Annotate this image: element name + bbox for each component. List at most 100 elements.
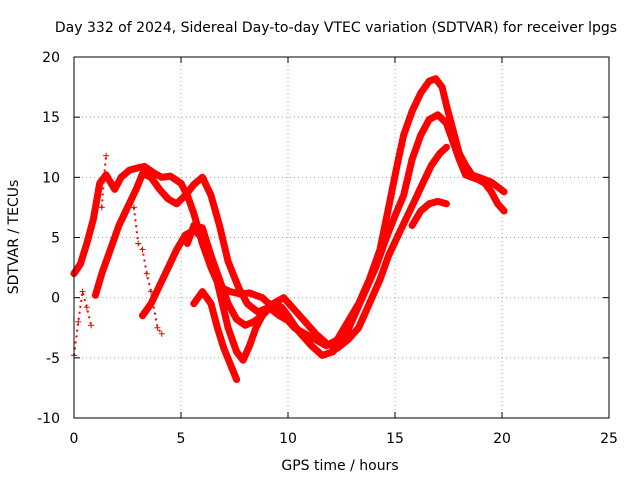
- series-3-point: [297, 330, 304, 337]
- series-0-point: [178, 180, 184, 187]
- x-tick-label: 25: [600, 431, 618, 447]
- series-0-point: [190, 210, 197, 217]
- series-1-point: [133, 186, 140, 193]
- series-1-point: [308, 342, 315, 349]
- series-1-point: [319, 352, 326, 359]
- series-0-point: [494, 183, 501, 190]
- y-tick-label: 15: [42, 110, 60, 126]
- series-3-point: [285, 312, 291, 319]
- series-5-point: [409, 222, 416, 229]
- series-1-point: [207, 192, 214, 199]
- series-0-point: [90, 216, 97, 223]
- series-2-point: [173, 246, 180, 253]
- series-1-point: [156, 186, 163, 193]
- series-1-point: [216, 222, 223, 229]
- series-0-point: [501, 188, 508, 195]
- series-0-point: [426, 78, 433, 85]
- series-0-point: [385, 204, 392, 211]
- series-1-point: [182, 192, 189, 199]
- series-2-point: [411, 198, 418, 205]
- series-4-point: [207, 300, 214, 307]
- series-1-point: [443, 120, 450, 127]
- series-3-point: [252, 324, 259, 331]
- series-8-point: [98, 204, 105, 211]
- x-tick-label: 15: [386, 431, 404, 447]
- x-tick-label: 0: [70, 431, 79, 447]
- series-0-point: [141, 163, 148, 170]
- series-0-point: [439, 84, 446, 91]
- series-2-point: [291, 306, 298, 313]
- series-0-point: [409, 108, 416, 115]
- series-2-point: [436, 150, 443, 157]
- series-2-point: [428, 162, 435, 169]
- series-5-point: [443, 200, 450, 207]
- series-0-point: [83, 240, 90, 247]
- series-1-point: [426, 116, 433, 123]
- series-1-point: [124, 204, 131, 211]
- y-tick-label: 20: [42, 50, 60, 66]
- series-4-point: [220, 345, 227, 352]
- series-6-point: [79, 288, 86, 295]
- series-1-point: [92, 292, 99, 299]
- series-1-line: [91, 111, 508, 359]
- series-8-point: [100, 174, 107, 181]
- series-8-point: [103, 152, 110, 159]
- series-0-point: [118, 174, 125, 181]
- x-tick-label: 10: [279, 431, 297, 447]
- series-2-point: [280, 294, 287, 301]
- series-4-point: [227, 360, 234, 367]
- series-0-point: [77, 260, 84, 267]
- series-1-point: [501, 208, 508, 215]
- series-1-point: [372, 264, 379, 271]
- series-0-point: [259, 294, 266, 301]
- series-1-point: [409, 156, 416, 163]
- series-2-point: [366, 300, 373, 307]
- series-5-point: [426, 200, 433, 207]
- series-2-point: [156, 282, 163, 289]
- series-5-point: [417, 208, 424, 215]
- series-1-point: [383, 234, 390, 241]
- y-tick-label: -10: [37, 411, 60, 427]
- series-2-point: [225, 300, 232, 307]
- ticks: 0 5 10 15 20 25 -10 -5 0 5 10 15 20: [37, 50, 618, 447]
- series-0-point: [417, 90, 424, 97]
- series-0-point: [150, 169, 157, 176]
- series-0-point: [135, 164, 142, 171]
- series-7-point: [154, 324, 161, 331]
- series-3-point: [216, 288, 223, 295]
- series-3-point: [246, 342, 253, 349]
- series-1-point: [244, 300, 251, 307]
- series-3-point: [265, 304, 272, 311]
- series-1-point: [276, 312, 283, 319]
- series-2-point: [139, 312, 146, 319]
- x-tick-label: 5: [177, 431, 186, 447]
- x-axis-label: GPS time / hours: [281, 458, 398, 474]
- series-6-point: [83, 304, 90, 311]
- series-0-point: [126, 167, 133, 174]
- series-1-point: [225, 258, 232, 265]
- series-4-point: [199, 288, 206, 295]
- series-2-point: [355, 324, 362, 331]
- series-2-point: [148, 300, 155, 307]
- series-3-point: [291, 322, 298, 329]
- series-4-point: [233, 376, 240, 383]
- series-1-point: [417, 132, 424, 139]
- series-7-line: [132, 207, 163, 335]
- series-0-point: [443, 102, 450, 109]
- series-6-point: [88, 322, 95, 329]
- series-1-point: [494, 200, 501, 207]
- y-tick-label: 0: [51, 291, 60, 307]
- series-2-point: [344, 336, 351, 343]
- series-0-point: [432, 75, 439, 82]
- series-5-point: [434, 198, 441, 205]
- series-0-point: [227, 288, 234, 295]
- series-0-point: [488, 179, 495, 186]
- series-7-point: [130, 204, 137, 211]
- series-0-point: [96, 180, 103, 187]
- series-7-point: [158, 330, 165, 337]
- series-1-point: [255, 309, 262, 316]
- series-1-point: [98, 270, 105, 277]
- series-1-point: [173, 200, 180, 207]
- x-tick-label: 20: [493, 431, 511, 447]
- series-1-point: [235, 285, 242, 292]
